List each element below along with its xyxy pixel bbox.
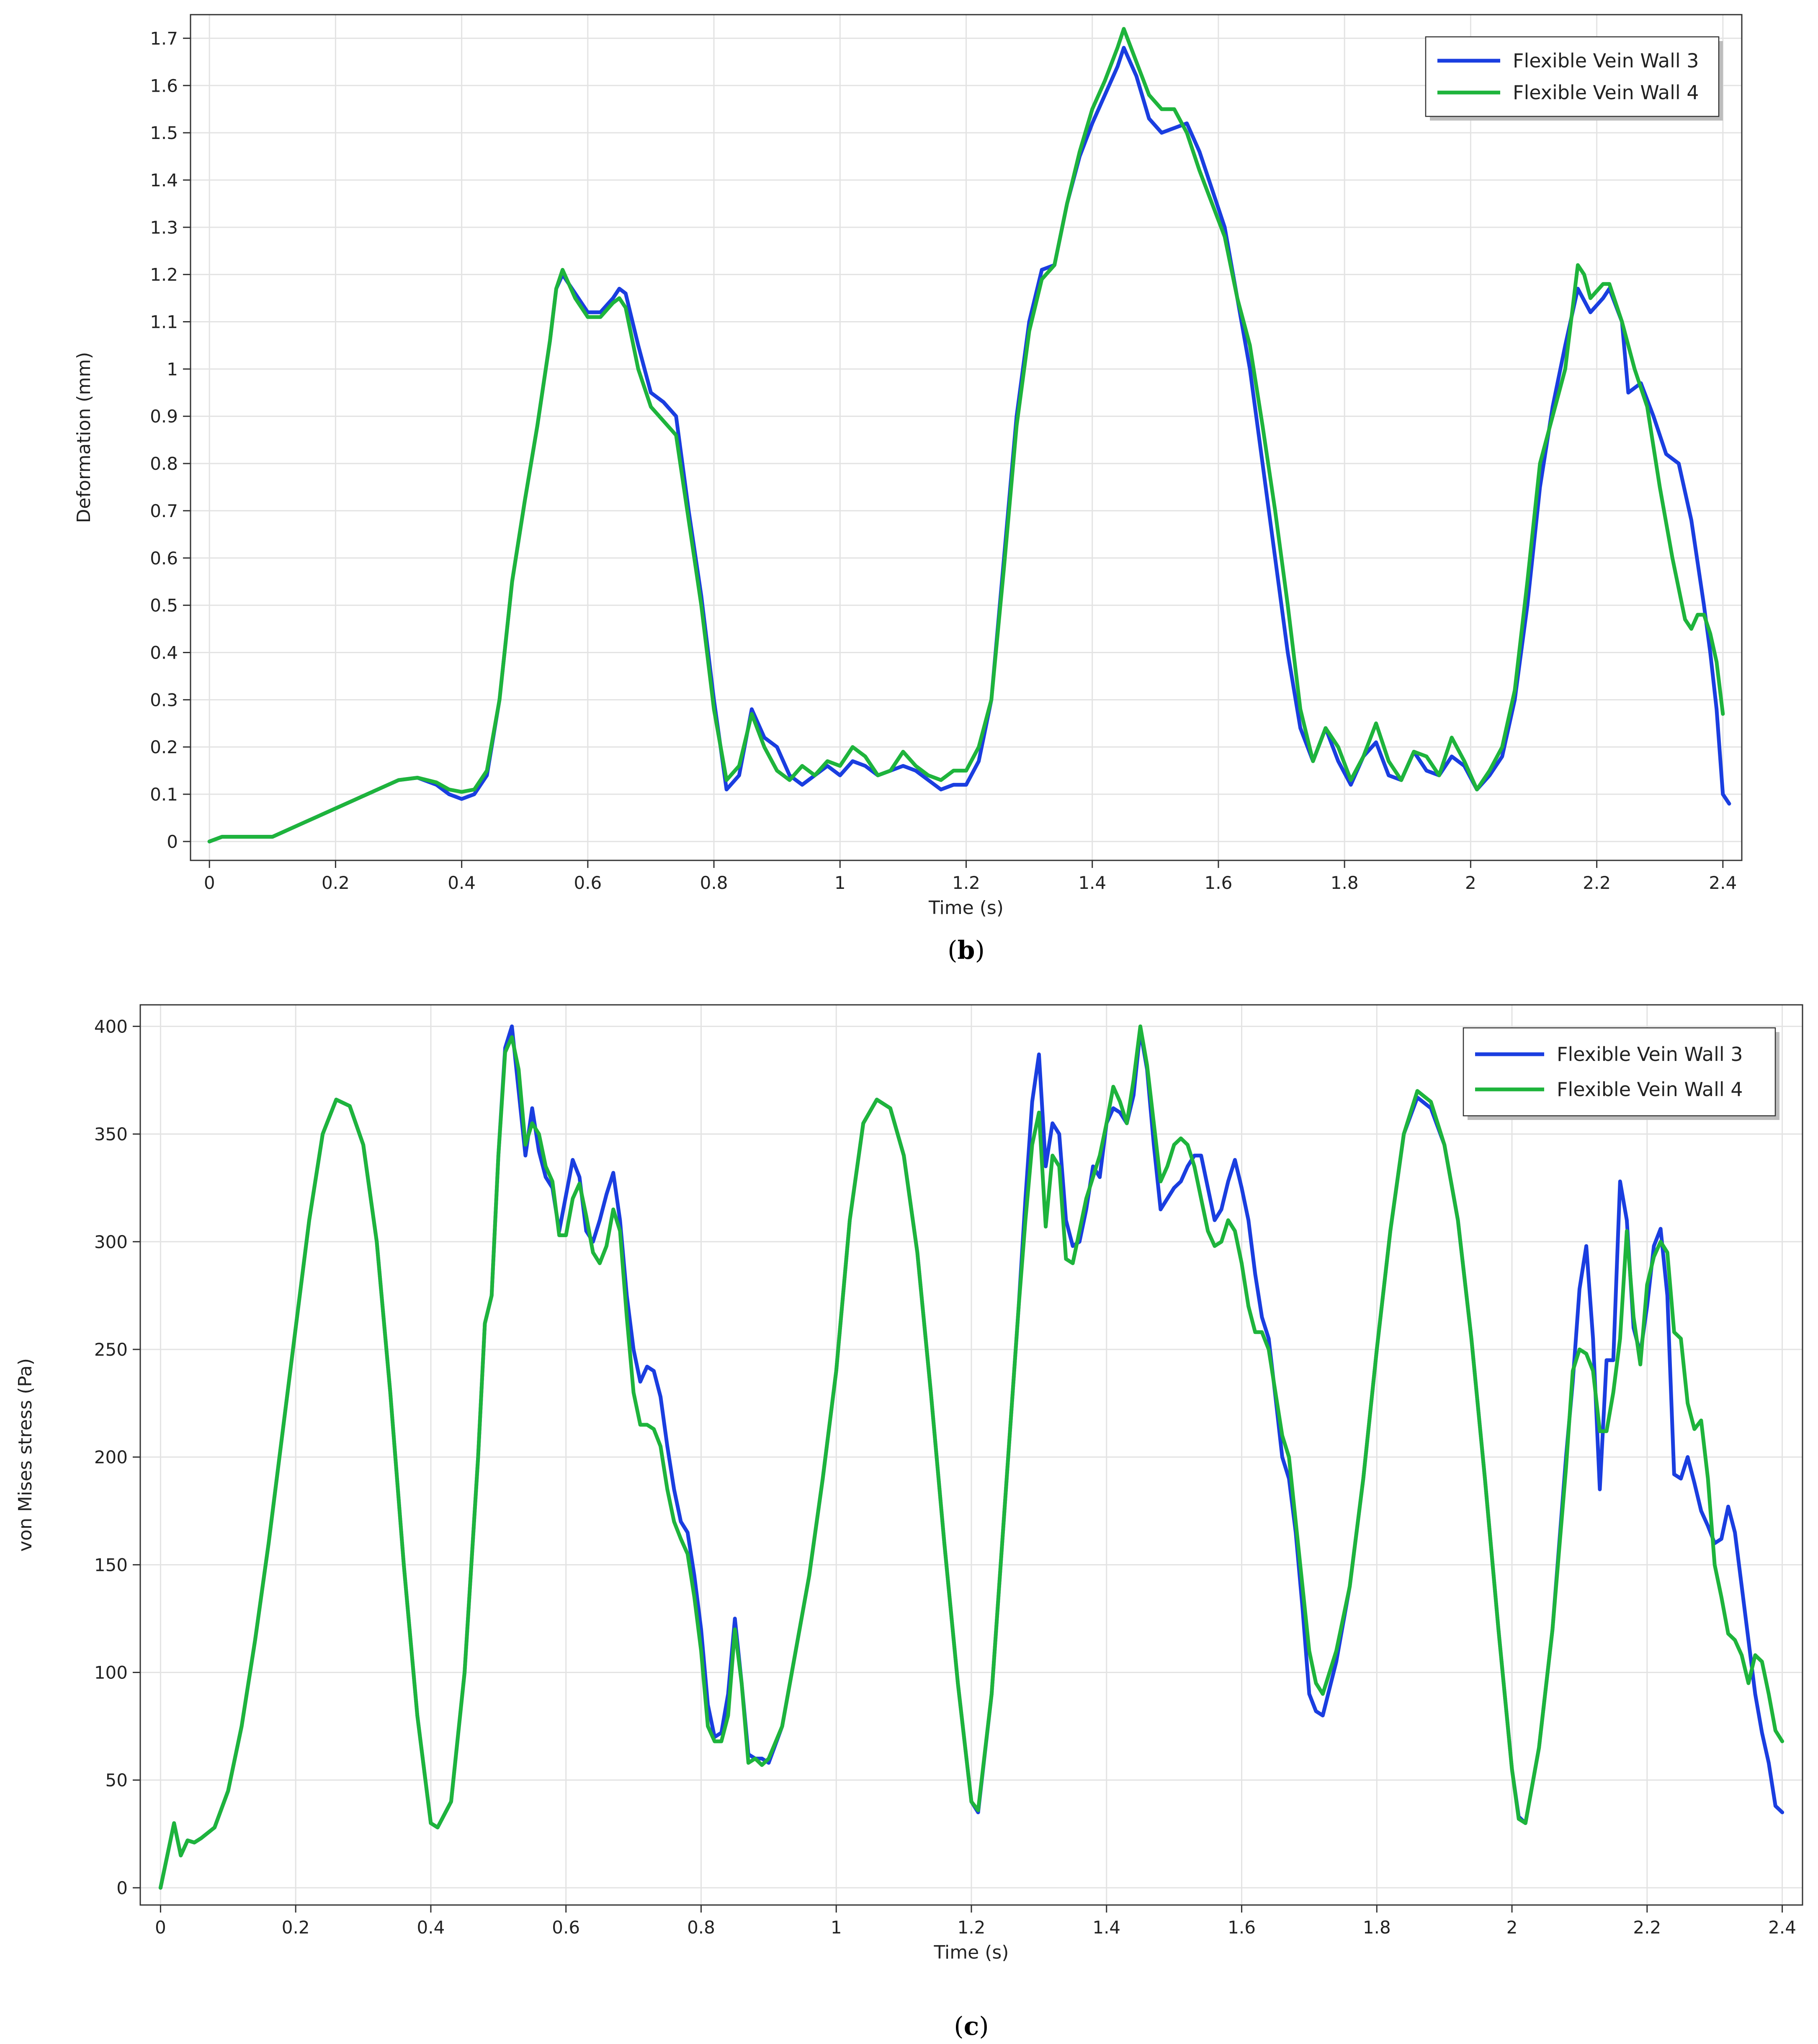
y-tick-label: 1.3 <box>150 217 178 238</box>
y-tick-label: 0.5 <box>150 595 178 616</box>
y-tick-label: 0.8 <box>150 453 178 474</box>
legend-label-wall-3: Flexible Vein Wall 3 <box>1557 1043 1743 1066</box>
y-axis-label: von Mises stress (Pa) <box>15 1358 36 1552</box>
y-axis-label: Deformation (mm) <box>73 352 95 523</box>
legend: Flexible Vein Wall 3 Flexible Vein Wall … <box>1425 36 1723 121</box>
x-tick-label: 1.4 <box>1078 873 1106 893</box>
legend-label-wall-4: Flexible Vein Wall 4 <box>1513 81 1699 104</box>
y-tick-label: 400 <box>94 1016 128 1037</box>
x-tick-label: 0.8 <box>687 1917 715 1938</box>
x-tick-label: 0.4 <box>417 1917 445 1938</box>
x-tick-label: 1.6 <box>1228 1917 1256 1938</box>
y-tick-label: 350 <box>94 1124 128 1145</box>
x-tick-label: 0.8 <box>700 873 728 893</box>
y-tick-label: 0.1 <box>150 784 178 805</box>
y-tick-label: 0.9 <box>150 406 178 427</box>
y-tick-label: 0.2 <box>150 737 178 757</box>
y-tick-label: 1.6 <box>150 75 178 96</box>
y-tick-label: 0.3 <box>150 690 178 710</box>
y-tick-label: 0 <box>116 1878 128 1898</box>
y-tick-label: 100 <box>94 1662 128 1683</box>
y-tick-label: 1 <box>167 359 178 379</box>
x-tick-label: 1.2 <box>958 1917 986 1938</box>
y-tick-label: 250 <box>94 1339 128 1360</box>
x-tick-label: 0 <box>155 1917 166 1938</box>
y-tick-label: 1.1 <box>150 312 178 332</box>
y-tick-label: 1.5 <box>150 123 178 143</box>
x-tick-label: 0.6 <box>574 873 602 893</box>
x-axis-label: Time (s) <box>928 897 1004 919</box>
x-tick-label: 1.4 <box>1092 1917 1120 1938</box>
x-tick-label: 2.2 <box>1583 873 1611 893</box>
von-mises-stress-chart: 0 0.2 0.4 0.6 0.8 1 1.2 1.4 1.6 1.8 2 2.2 2.4 0 50 100… <box>15 1004 1803 2041</box>
x-tick-label: 1.8 <box>1331 873 1359 893</box>
y-tick-label: 200 <box>94 1447 128 1467</box>
x-tick-label: 2 <box>1465 873 1476 893</box>
y-tick-label: 1.2 <box>150 265 178 285</box>
legend-label-wall-3: Flexible Vein Wall 3 <box>1513 49 1699 72</box>
series-line-flexible-vein-wall-4 <box>207 27 1725 844</box>
y-tick-label: 1.7 <box>150 28 178 49</box>
x-tick-label: 2.2 <box>1633 1917 1661 1938</box>
x-tick-label: 1 <box>831 1917 842 1938</box>
y-tick-label: 150 <box>94 1555 128 1575</box>
y-tick-label: 0.6 <box>150 548 178 569</box>
x-tick-label: 2 <box>1506 1917 1518 1938</box>
y-tick-label: 0.4 <box>150 642 178 663</box>
y-tick-label: 1.4 <box>150 170 178 190</box>
series-line-flexible-vein-wall-4 <box>158 1024 1785 1890</box>
figure-caption-c: (c) <box>954 2012 989 2041</box>
y-tick-label: 0 <box>167 832 178 852</box>
legend: Flexible Vein Wall 3 Flexible Vein Wall … <box>1463 1027 1779 1120</box>
y-tick-label: 50 <box>106 1770 128 1791</box>
deformation-chart: 0 0.2 0.4 0.6 0.8 1 1.2 1.4 1.6 1.8 2 2.2 2.4 0 0.1 0.… <box>73 14 1743 965</box>
y-tick-label: 300 <box>94 1232 128 1252</box>
x-tick-label: 0 <box>204 873 215 893</box>
x-tick-label: 1.2 <box>952 873 980 893</box>
x-tick-label: 2.4 <box>1709 873 1737 893</box>
legend-label-wall-4: Flexible Vein Wall 4 <box>1557 1078 1743 1101</box>
x-tick-label: 1 <box>834 873 846 893</box>
x-axis-label: Time (s) <box>934 1942 1009 1963</box>
x-tick-label: 0.2 <box>322 873 350 893</box>
x-tick-label: 0.4 <box>448 873 476 893</box>
x-tick-label: 0.2 <box>282 1917 310 1938</box>
figure-caption-b: (b) <box>948 936 985 965</box>
x-tick-label: 2.4 <box>1768 1917 1796 1938</box>
x-tick-label: 1.6 <box>1205 873 1233 893</box>
x-tick-label: 0.6 <box>552 1917 580 1938</box>
x-tick-label: 1.8 <box>1363 1917 1391 1938</box>
y-tick-label: 0.7 <box>150 501 178 521</box>
